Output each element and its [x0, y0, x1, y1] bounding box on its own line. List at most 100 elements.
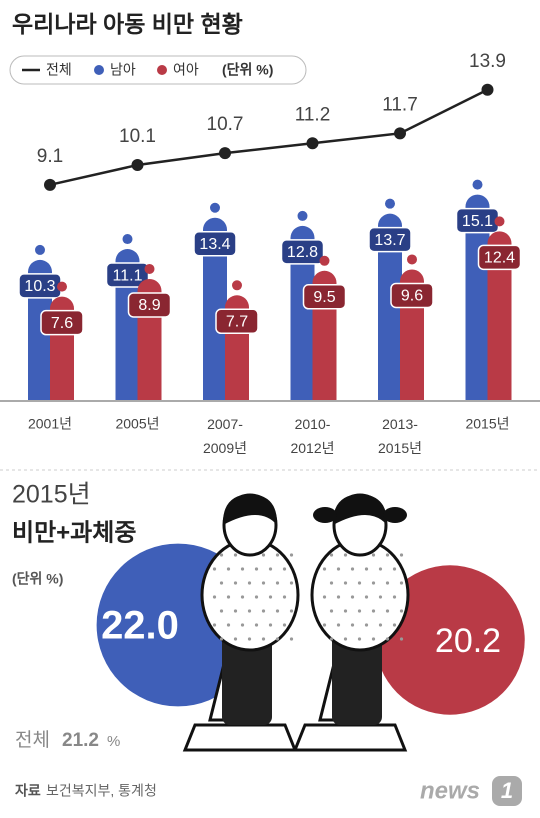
total-label: 전체 — [15, 729, 50, 751]
dot — [275, 609, 280, 613]
x-tick-label: 2005년 — [115, 416, 159, 432]
logo-text: news — [420, 777, 480, 804]
line-point — [44, 178, 56, 191]
line — [49, 88, 489, 187]
dot — [336, 623, 341, 627]
logo-num: 1 — [501, 778, 513, 803]
dot — [226, 623, 231, 627]
value-label-box — [368, 226, 412, 253]
x-tick-label: 2015년 — [465, 416, 509, 432]
dot — [219, 553, 224, 557]
value-label: 13.4 — [199, 236, 230, 253]
dot — [343, 609, 348, 613]
bar-head — [297, 210, 308, 221]
section-title: 2015년 — [12, 481, 91, 509]
legs — [222, 630, 272, 725]
dot — [371, 637, 376, 641]
line-point — [131, 159, 144, 172]
value-label-box — [127, 292, 172, 318]
bar — [487, 231, 512, 400]
bar-head — [319, 255, 330, 266]
line-label: 11.2 — [295, 104, 331, 125]
dot — [329, 609, 334, 613]
dot — [282, 623, 287, 627]
dot — [399, 637, 404, 641]
dot — [329, 581, 334, 585]
bar-head — [494, 216, 505, 227]
dot — [378, 595, 383, 599]
dot — [254, 567, 259, 571]
bar — [290, 225, 315, 400]
dot — [275, 553, 280, 557]
dot — [392, 567, 397, 571]
dot — [385, 609, 390, 613]
dot — [254, 623, 259, 627]
x-tick-label: 2007-2009년 — [203, 416, 247, 456]
dot — [392, 623, 397, 627]
line-point — [394, 127, 406, 140]
pigtail — [383, 507, 407, 523]
dot — [329, 637, 334, 641]
dot — [343, 581, 348, 585]
value-label: 15.1 — [462, 213, 493, 230]
dot — [289, 637, 294, 641]
value-label-box — [40, 309, 84, 336]
bar-head — [232, 280, 242, 291]
dot — [350, 567, 355, 571]
bar — [203, 217, 227, 400]
value-label-box — [390, 282, 434, 309]
line-label: 11.7 — [382, 94, 418, 115]
dot — [247, 609, 252, 613]
dot — [240, 595, 245, 599]
dot — [357, 637, 362, 641]
scale-base — [292, 723, 408, 752]
dot — [254, 595, 259, 599]
dot — [399, 609, 404, 613]
dot — [289, 553, 294, 557]
dot — [357, 609, 362, 613]
dot — [336, 567, 341, 571]
x-tick-label: 2010-2012년 — [290, 416, 334, 456]
legend-dot — [157, 65, 167, 75]
dot — [282, 567, 287, 571]
dot — [226, 595, 231, 599]
legend-label: 남아 — [110, 62, 136, 78]
bar — [378, 213, 402, 400]
dot — [399, 581, 404, 585]
bar-head — [472, 179, 483, 190]
dot — [357, 581, 362, 585]
unit-note: (단위 %) — [222, 62, 273, 78]
line-point — [481, 83, 494, 96]
dot — [268, 623, 273, 627]
value-label: 12.4 — [484, 250, 515, 267]
value-label: 13.7 — [374, 232, 405, 249]
value-label: 10.3 — [24, 278, 55, 295]
section-subtitle: 비만+과체중 — [12, 519, 136, 546]
value-label: 20.2 — [435, 622, 501, 660]
line-label: 9.1 — [37, 146, 63, 167]
dot — [233, 609, 238, 613]
dot — [336, 595, 341, 599]
total-value: 21.2 — [62, 730, 99, 751]
dot — [219, 609, 224, 613]
dot — [212, 623, 217, 627]
dot — [282, 595, 287, 599]
value-label: 7.6 — [51, 315, 73, 332]
logo-badge — [492, 776, 522, 806]
legs — [332, 630, 382, 725]
dot — [233, 553, 238, 557]
source-label: 자료 — [15, 783, 41, 799]
dot — [261, 581, 266, 585]
line-label: 10.1 — [119, 126, 156, 147]
dot — [322, 623, 327, 627]
dot — [261, 553, 266, 557]
hair — [332, 494, 388, 525]
dot — [240, 623, 245, 627]
line-label: 13.9 — [469, 51, 506, 72]
dot — [385, 553, 390, 557]
dot — [233, 637, 238, 641]
dot — [268, 567, 273, 571]
line-point — [219, 147, 231, 160]
dot — [275, 637, 280, 641]
